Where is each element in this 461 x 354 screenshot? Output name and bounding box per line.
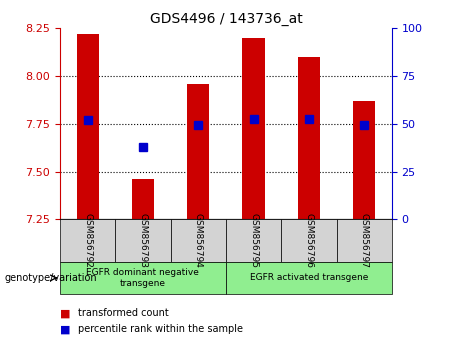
Bar <box>132 179 154 219</box>
Bar <box>242 38 265 219</box>
Text: GSM856793: GSM856793 <box>138 213 148 268</box>
Text: GSM856795: GSM856795 <box>249 213 258 268</box>
Text: ■: ■ <box>60 324 71 334</box>
Bar <box>187 84 209 219</box>
Bar <box>77 34 99 219</box>
Text: GSM856797: GSM856797 <box>360 213 369 268</box>
Text: GSM856792: GSM856792 <box>83 213 92 268</box>
Text: GSM856794: GSM856794 <box>194 213 203 268</box>
Bar <box>298 57 320 219</box>
Text: transformed count: transformed count <box>78 308 169 318</box>
Text: EGFR activated transgene: EGFR activated transgene <box>250 273 368 282</box>
Text: genotype/variation: genotype/variation <box>5 273 97 283</box>
Text: GSM856796: GSM856796 <box>304 213 313 268</box>
Text: EGFR dominant negative
transgene: EGFR dominant negative transgene <box>87 268 199 287</box>
Text: percentile rank within the sample: percentile rank within the sample <box>78 324 243 334</box>
Title: GDS4496 / 143736_at: GDS4496 / 143736_at <box>149 12 302 26</box>
Bar <box>353 101 375 219</box>
Text: ■: ■ <box>60 308 71 318</box>
